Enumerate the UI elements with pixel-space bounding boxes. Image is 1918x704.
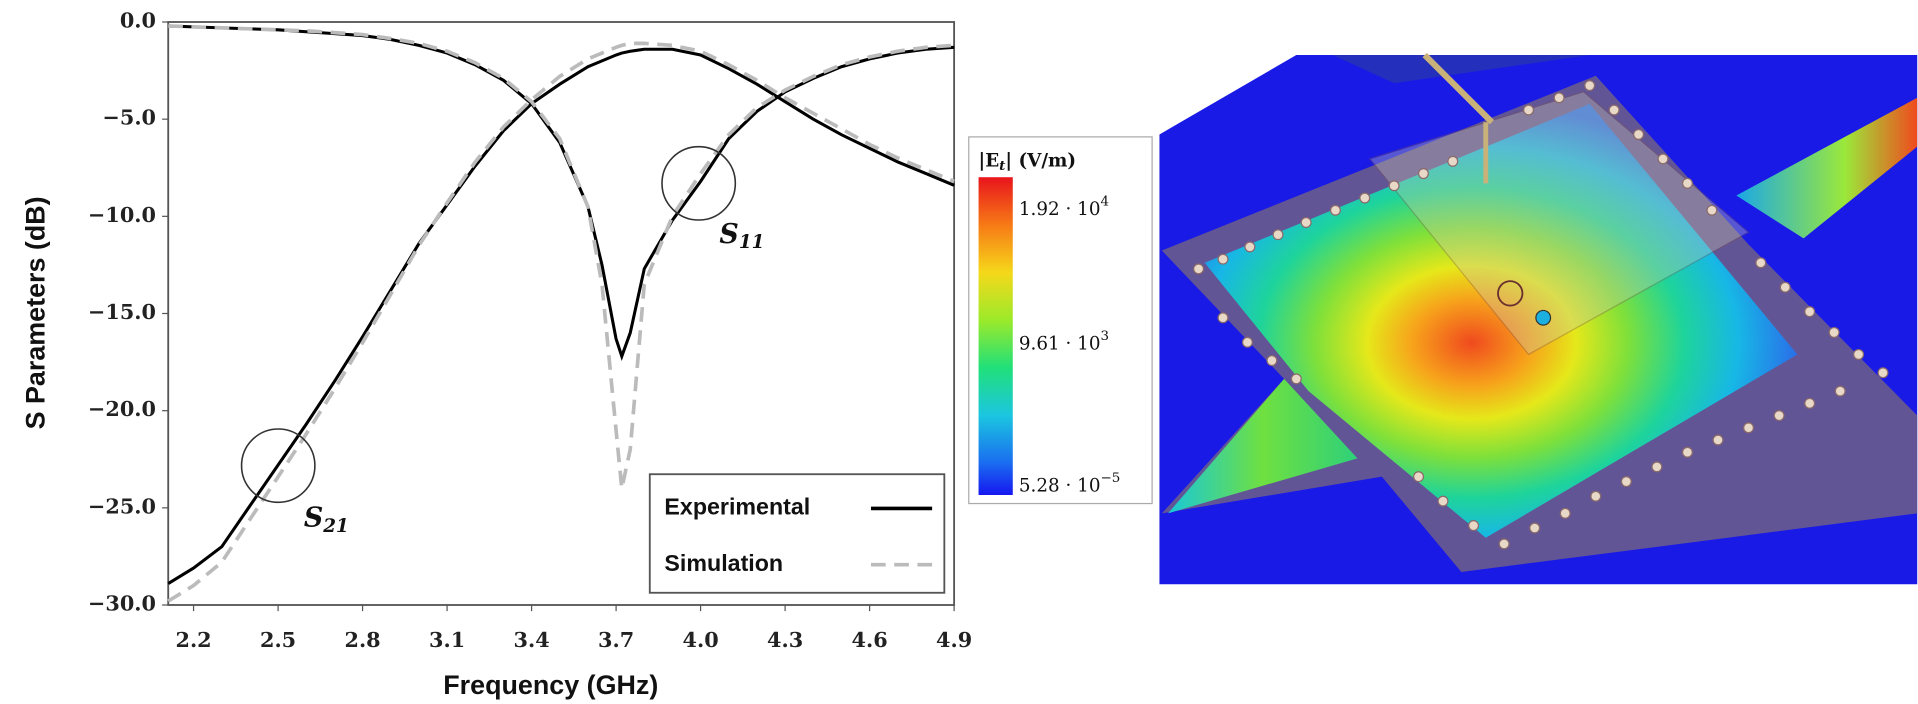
colorbar-mantissa: 5.28 · 10	[1019, 475, 1101, 496]
colorbar-mantissa: 9.61 · 10	[1019, 334, 1101, 355]
colorbar-title: |Et| (V/m)	[979, 150, 1077, 173]
x-tick-label: 4.3	[767, 627, 803, 652]
x-tick-label: 3.1	[429, 627, 465, 652]
colorbar-mantissa: 1.92 · 10	[1019, 199, 1101, 220]
y-axis-title: S Parameters (dB)	[21, 196, 51, 429]
colorbar-title-unit: | (V/m)	[1005, 150, 1076, 171]
annotation-text: S	[304, 502, 323, 533]
x-tick-label: 3.4	[514, 627, 550, 652]
x-axis-title: Frequency (GHz)	[443, 670, 658, 700]
annotation-sub: 21	[322, 516, 349, 537]
plot: 0.0 −5.0 −10.0 −15.0 −20.0 −25.0 −30.0 2.2 2.5 2.…	[88, 8, 972, 653]
legend-label: Simulation	[664, 550, 783, 576]
colorbar: |Et| (V/m) 1.92 · 104 9.61 · 103 5.28 · …	[969, 137, 1152, 504]
figure: |Et| (V/m) 1.92 · 104 9.61 · 103 5.28 · …	[0, 0, 1918, 704]
legend-label: Experimental	[664, 494, 810, 520]
y-tick-label: −25.0	[88, 493, 156, 518]
colorbar-exp: −5	[1100, 470, 1120, 485]
y-tick-label: −20.0	[88, 396, 156, 421]
annotation-text: S	[719, 219, 738, 250]
y-tick-label: −30.0	[88, 591, 156, 616]
page: {"chart_data": {"type": "line", "xlabel"…	[0, 0, 1918, 704]
colorbar-exp: 3	[1100, 329, 1109, 344]
x-tick-label: 2.2	[176, 627, 212, 652]
annotation: S11	[719, 219, 764, 253]
y-tick-label: −10.0	[88, 202, 156, 227]
x-tick-label: 4.9	[936, 627, 972, 652]
y-tick-label: −15.0	[88, 299, 156, 324]
curve	[168, 26, 954, 488]
field-plot	[1159, 55, 1917, 584]
annotation-sub: 11	[739, 232, 765, 253]
annotation: S21	[304, 502, 349, 536]
x-tick-label: 2.8	[345, 627, 381, 652]
y-tick-label: −5.0	[102, 105, 156, 130]
colorbar-title-main: |E	[979, 150, 1000, 171]
x-tick-label: 2.5	[260, 627, 296, 652]
y-tick-label: 0.0	[120, 8, 156, 33]
x-tick-label: 4.6	[852, 627, 888, 652]
colorbar-exp: 4	[1100, 194, 1109, 209]
x-tick-label: 3.7	[598, 627, 634, 652]
colorbar-scale	[979, 177, 1013, 495]
x-tick-label: 4.0	[683, 627, 719, 652]
